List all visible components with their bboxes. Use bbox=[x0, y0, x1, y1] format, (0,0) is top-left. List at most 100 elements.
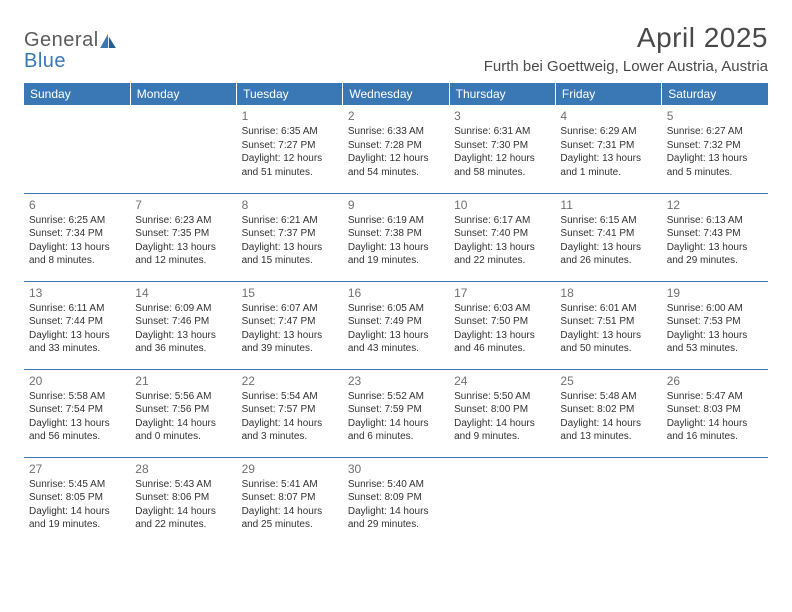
sunrise-line: Sunrise: 6:17 AM bbox=[454, 214, 550, 228]
daylight-line: Daylight: 13 hours and 46 minutes. bbox=[454, 329, 550, 356]
calendar-day-cell: 10Sunrise: 6:17 AMSunset: 7:40 PMDayligh… bbox=[449, 193, 555, 281]
weekday-header: Friday bbox=[555, 83, 661, 105]
day-number: 29 bbox=[242, 461, 338, 477]
calendar-week-row: 1Sunrise: 6:35 AMSunset: 7:27 PMDaylight… bbox=[24, 105, 768, 193]
day-number: 22 bbox=[242, 373, 338, 389]
sunset-line: Sunset: 7:35 PM bbox=[135, 227, 231, 241]
calendar-week-row: 27Sunrise: 5:45 AMSunset: 8:05 PMDayligh… bbox=[24, 457, 768, 545]
daylight-line: Daylight: 13 hours and 1 minute. bbox=[560, 152, 656, 179]
calendar-day-cell: 18Sunrise: 6:01 AMSunset: 7:51 PMDayligh… bbox=[555, 281, 661, 369]
daylight-line: Daylight: 14 hours and 6 minutes. bbox=[348, 417, 444, 444]
calendar-day-cell: 29Sunrise: 5:41 AMSunset: 8:07 PMDayligh… bbox=[237, 457, 343, 545]
day-number: 23 bbox=[348, 373, 444, 389]
sunrise-line: Sunrise: 6:01 AM bbox=[560, 302, 656, 316]
weekday-header: Monday bbox=[130, 83, 236, 105]
sunset-line: Sunset: 7:51 PM bbox=[560, 315, 656, 329]
calendar-day-cell: 12Sunrise: 6:13 AMSunset: 7:43 PMDayligh… bbox=[662, 193, 768, 281]
day-number: 10 bbox=[454, 197, 550, 213]
sunset-line: Sunset: 7:41 PM bbox=[560, 227, 656, 241]
day-number: 14 bbox=[135, 285, 231, 301]
daylight-line: Daylight: 13 hours and 5 minutes. bbox=[667, 152, 763, 179]
day-number: 28 bbox=[135, 461, 231, 477]
sail-icon bbox=[100, 34, 116, 53]
sunset-line: Sunset: 7:57 PM bbox=[242, 403, 338, 417]
daylight-line: Daylight: 14 hours and 13 minutes. bbox=[560, 417, 656, 444]
sunset-line: Sunset: 8:06 PM bbox=[135, 491, 231, 505]
daylight-line: Daylight: 13 hours and 19 minutes. bbox=[348, 241, 444, 268]
daylight-line: Daylight: 13 hours and 26 minutes. bbox=[560, 241, 656, 268]
sunset-line: Sunset: 8:02 PM bbox=[560, 403, 656, 417]
sunrise-line: Sunrise: 6:25 AM bbox=[29, 214, 125, 228]
calendar-day-cell: 11Sunrise: 6:15 AMSunset: 7:41 PMDayligh… bbox=[555, 193, 661, 281]
sunrise-line: Sunrise: 6:21 AM bbox=[242, 214, 338, 228]
calendar-empty-cell bbox=[662, 457, 768, 545]
sunset-line: Sunset: 7:44 PM bbox=[29, 315, 125, 329]
day-number: 17 bbox=[454, 285, 550, 301]
sunrise-line: Sunrise: 5:52 AM bbox=[348, 390, 444, 404]
sunrise-line: Sunrise: 5:58 AM bbox=[29, 390, 125, 404]
calendar-empty-cell bbox=[24, 105, 130, 193]
calendar-day-cell: 8Sunrise: 6:21 AMSunset: 7:37 PMDaylight… bbox=[237, 193, 343, 281]
daylight-line: Daylight: 14 hours and 19 minutes. bbox=[29, 505, 125, 532]
calendar-day-cell: 6Sunrise: 6:25 AMSunset: 7:34 PMDaylight… bbox=[24, 193, 130, 281]
calendar-day-cell: 24Sunrise: 5:50 AMSunset: 8:00 PMDayligh… bbox=[449, 369, 555, 457]
calendar-day-cell: 28Sunrise: 5:43 AMSunset: 8:06 PMDayligh… bbox=[130, 457, 236, 545]
sunrise-line: Sunrise: 6:29 AM bbox=[560, 125, 656, 139]
sunset-line: Sunset: 7:31 PM bbox=[560, 139, 656, 153]
sunset-line: Sunset: 7:59 PM bbox=[348, 403, 444, 417]
sunset-line: Sunset: 7:40 PM bbox=[454, 227, 550, 241]
sunrise-line: Sunrise: 6:27 AM bbox=[667, 125, 763, 139]
day-number: 26 bbox=[667, 373, 763, 389]
weekday-header-row: SundayMondayTuesdayWednesdayThursdayFrid… bbox=[24, 83, 768, 105]
day-number: 5 bbox=[667, 108, 763, 124]
calendar-day-cell: 27Sunrise: 5:45 AMSunset: 8:05 PMDayligh… bbox=[24, 457, 130, 545]
sunset-line: Sunset: 8:03 PM bbox=[667, 403, 763, 417]
sunset-line: Sunset: 7:47 PM bbox=[242, 315, 338, 329]
logo-text-general: General bbox=[24, 29, 99, 51]
daylight-line: Daylight: 13 hours and 8 minutes. bbox=[29, 241, 125, 268]
day-number: 21 bbox=[135, 373, 231, 389]
day-number: 25 bbox=[560, 373, 656, 389]
calendar-day-cell: 21Sunrise: 5:56 AMSunset: 7:56 PMDayligh… bbox=[130, 369, 236, 457]
daylight-line: Daylight: 12 hours and 51 minutes. bbox=[242, 152, 338, 179]
daylight-line: Daylight: 13 hours and 50 minutes. bbox=[560, 329, 656, 356]
sunrise-line: Sunrise: 5:47 AM bbox=[667, 390, 763, 404]
day-number: 1 bbox=[242, 108, 338, 124]
calendar-body: 1Sunrise: 6:35 AMSunset: 7:27 PMDaylight… bbox=[24, 105, 768, 545]
day-number: 6 bbox=[29, 197, 125, 213]
logo-text-blue: Blue bbox=[24, 50, 66, 72]
daylight-line: Daylight: 13 hours and 12 minutes. bbox=[135, 241, 231, 268]
day-number: 30 bbox=[348, 461, 444, 477]
calendar-day-cell: 30Sunrise: 5:40 AMSunset: 8:09 PMDayligh… bbox=[343, 457, 449, 545]
daylight-line: Daylight: 14 hours and 29 minutes. bbox=[348, 505, 444, 532]
sunset-line: Sunset: 7:34 PM bbox=[29, 227, 125, 241]
calendar-day-cell: 1Sunrise: 6:35 AMSunset: 7:27 PMDaylight… bbox=[237, 105, 343, 193]
sunrise-line: Sunrise: 6:15 AM bbox=[560, 214, 656, 228]
day-number: 19 bbox=[667, 285, 763, 301]
day-number: 27 bbox=[29, 461, 125, 477]
calendar-empty-cell bbox=[130, 105, 236, 193]
day-number: 18 bbox=[560, 285, 656, 301]
daylight-line: Daylight: 13 hours and 22 minutes. bbox=[454, 241, 550, 268]
day-number: 11 bbox=[560, 197, 656, 213]
calendar-day-cell: 9Sunrise: 6:19 AMSunset: 7:38 PMDaylight… bbox=[343, 193, 449, 281]
daylight-line: Daylight: 13 hours and 43 minutes. bbox=[348, 329, 444, 356]
calendar-day-cell: 23Sunrise: 5:52 AMSunset: 7:59 PMDayligh… bbox=[343, 369, 449, 457]
daylight-line: Daylight: 13 hours and 56 minutes. bbox=[29, 417, 125, 444]
calendar-day-cell: 14Sunrise: 6:09 AMSunset: 7:46 PMDayligh… bbox=[130, 281, 236, 369]
sunset-line: Sunset: 7:50 PM bbox=[454, 315, 550, 329]
daylight-line: Daylight: 13 hours and 39 minutes. bbox=[242, 329, 338, 356]
daylight-line: Daylight: 12 hours and 58 minutes. bbox=[454, 152, 550, 179]
day-number: 3 bbox=[454, 108, 550, 124]
day-number: 2 bbox=[348, 108, 444, 124]
weekday-header: Tuesday bbox=[237, 83, 343, 105]
sunset-line: Sunset: 8:00 PM bbox=[454, 403, 550, 417]
sunset-line: Sunset: 7:49 PM bbox=[348, 315, 444, 329]
day-number: 12 bbox=[667, 197, 763, 213]
day-number: 20 bbox=[29, 373, 125, 389]
sunrise-line: Sunrise: 5:43 AM bbox=[135, 478, 231, 492]
daylight-line: Daylight: 13 hours and 33 minutes. bbox=[29, 329, 125, 356]
daylight-line: Daylight: 13 hours and 29 minutes. bbox=[667, 241, 763, 268]
calendar-day-cell: 13Sunrise: 6:11 AMSunset: 7:44 PMDayligh… bbox=[24, 281, 130, 369]
daylight-line: Daylight: 13 hours and 15 minutes. bbox=[242, 241, 338, 268]
